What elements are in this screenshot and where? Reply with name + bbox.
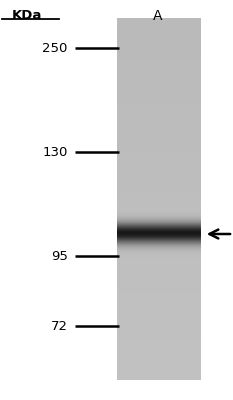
Text: 130: 130: [42, 146, 68, 158]
Text: KDa: KDa: [12, 9, 42, 22]
Text: 72: 72: [51, 320, 68, 332]
Text: 250: 250: [42, 42, 68, 54]
Text: A: A: [153, 9, 162, 23]
Text: 95: 95: [51, 250, 68, 262]
